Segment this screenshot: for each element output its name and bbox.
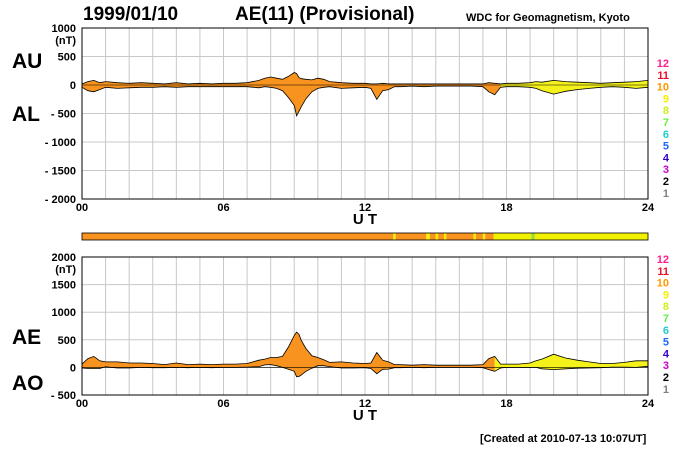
y-tick-label: - 2000: [45, 194, 76, 206]
legend-entry: 5: [663, 337, 669, 349]
y-tick-label: 2000: [52, 252, 76, 264]
legend-entry: 7: [663, 117, 669, 129]
x-tick-label: 12: [359, 398, 371, 410]
x-tick-label: 24: [642, 398, 655, 410]
legend-entry: 11: [657, 266, 669, 278]
y-tick-label: - 500: [51, 109, 76, 121]
x-tick-label: 24: [642, 202, 655, 214]
legend-entry: 1: [663, 188, 669, 200]
legend-entry: 4: [663, 152, 670, 164]
x-axis-label: U T: [353, 407, 377, 424]
quality-segment: [473, 233, 476, 240]
legend-entry: 3: [663, 164, 669, 176]
x-tick-label: 12: [359, 202, 371, 214]
legend-entry: 5: [663, 141, 669, 153]
y-tick-label: - 1000: [45, 137, 76, 149]
y-tick-label: - 1500: [45, 166, 76, 178]
legend-entry: 12: [657, 58, 669, 70]
y-tick-label: 500: [58, 52, 76, 64]
x-tick-label: 18: [500, 398, 512, 410]
legend-entry: 12: [657, 254, 669, 266]
y-tick-label: - 500: [51, 390, 76, 402]
quality-bar: [81, 232, 649, 241]
quality-segment: [429, 233, 436, 240]
x-tick-label: 18: [500, 202, 512, 214]
quality-segment: [82, 233, 394, 240]
quality-frame: [81, 232, 649, 241]
legend-entry: 6: [663, 325, 669, 337]
legend-entry: 10: [657, 82, 669, 94]
series-line-ae: [81, 331, 648, 366]
quality-segment: [393, 233, 396, 240]
legend-entry: 11: [657, 70, 669, 82]
y-tick-label: 1000: [52, 23, 76, 35]
panel-ae-ao: 2000 1500 1000 500 0 - 500 (nT) 00 06 12 18 24 U T: [51, 252, 655, 424]
quality-segment: [485, 233, 494, 240]
y-tick-label: 500: [58, 335, 76, 347]
legend-entry: 2: [663, 176, 669, 188]
quality-segment: [435, 233, 439, 240]
legend-entry: 8: [663, 105, 669, 117]
legend-entry: 4: [663, 348, 670, 360]
area-orange-ae: [82, 332, 495, 377]
organization-label: WDC for Geomagnetism, Kyoto: [466, 12, 630, 24]
panel-au-al: 1000 500 0 - 500 - 1000 - 1500 - 2000 (nT) 00 06 1…: [45, 23, 655, 228]
legend-entry: 10: [657, 278, 669, 290]
quality-segment: [475, 233, 483, 240]
series-line-al: [81, 85, 649, 117]
x-tick-label: 06: [217, 398, 229, 410]
created-timestamp: [Created at 2010-07-13 10:07UT]: [480, 433, 647, 445]
plot-frame: [81, 27, 649, 200]
legend-entry: 2: [663, 372, 669, 384]
x-tick-label: 00: [76, 202, 88, 214]
al-label: AL: [12, 103, 40, 126]
au-label: AU: [12, 50, 43, 73]
legend-entry: 9: [663, 93, 669, 105]
legend-entry: 6: [663, 129, 669, 141]
legend-entry: 1: [663, 384, 669, 396]
area-yellow-au: [500, 80, 648, 95]
y-tick-label: 1500: [52, 280, 76, 292]
chart-title: AE(11) (Provisional): [235, 4, 415, 25]
quality-segment: [395, 233, 427, 240]
legend-entry: 3: [663, 360, 669, 372]
ae-label: AE: [12, 326, 42, 349]
area-orange-au: [82, 72, 501, 116]
x-tick-label: 06: [217, 202, 229, 214]
chart-date: 1999/01/10: [83, 4, 179, 25]
y-tick-label: 1000: [52, 307, 76, 319]
x-tick-label: 00: [76, 398, 88, 410]
plot-frame: [81, 256, 649, 396]
legend-entry: 7: [663, 313, 669, 325]
x-axis-label: U T: [353, 211, 377, 228]
quality-segment: [531, 233, 535, 240]
legend-entry: 8: [663, 301, 669, 313]
quality-segment: [446, 233, 474, 240]
y-tick-label: 0: [70, 80, 76, 92]
quality-segment: [438, 233, 445, 240]
quality-segment: [426, 233, 430, 240]
quality-segment: [444, 233, 447, 240]
y-tick-label: 0: [70, 362, 76, 374]
unit-label: (nT): [55, 35, 76, 47]
legend-entry: 9: [663, 289, 669, 301]
series-line-au: [81, 72, 649, 85]
unit-label: (nT): [55, 264, 76, 276]
quality-segment: [493, 233, 532, 240]
ao-label: AO: [12, 372, 44, 395]
quality-segment: [534, 233, 648, 240]
quality-segment: [482, 233, 486, 240]
